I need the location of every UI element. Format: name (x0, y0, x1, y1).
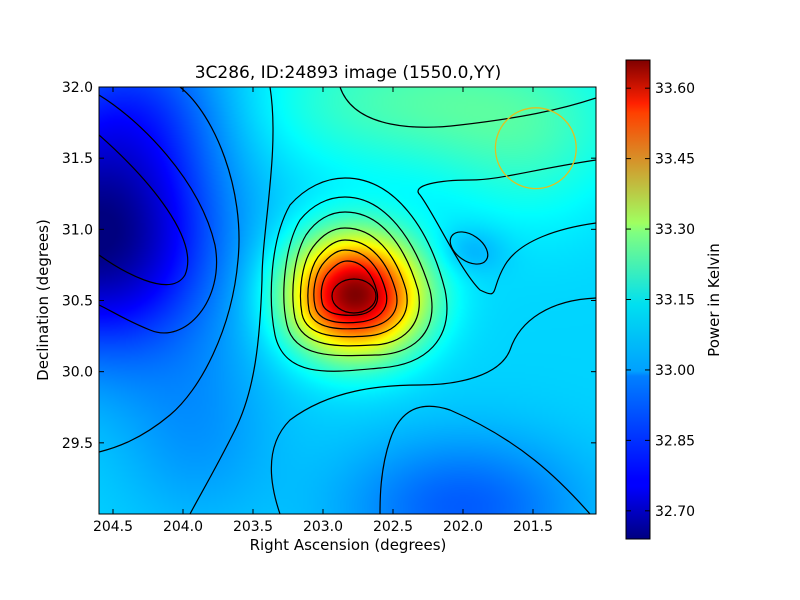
x-tick-label: 203.5 (233, 519, 273, 535)
contour-line (417, 159, 596, 295)
x-tick-label: 203.0 (303, 519, 343, 535)
contour-line (99, 134, 189, 286)
contour-line (270, 177, 448, 372)
contour-line (283, 196, 433, 357)
colorbar-tick-label: 32.70 (655, 504, 695, 520)
colorbar-tick-label: 33.00 (655, 363, 695, 379)
contour-line (379, 405, 591, 514)
contour-line (292, 211, 420, 347)
y-tick-label: 29.5 (62, 436, 93, 452)
heatmap-image (99, 87, 596, 514)
contour-line (270, 297, 596, 514)
y-tick-label: 31.0 (62, 222, 93, 238)
heatmap-plot (98, 86, 597, 515)
x-axis-label: Right Ascension (degrees) (250, 536, 447, 554)
colorbar-tick-label: 33.15 (655, 293, 695, 309)
contour-line (299, 227, 408, 338)
y-tick-label: 31.5 (62, 151, 93, 167)
y-tick-label: 30.0 (62, 365, 93, 381)
colorbar-tick-label: 33.30 (655, 222, 695, 238)
contour-line (307, 239, 398, 330)
contour-line (449, 231, 489, 265)
contour-line (320, 260, 379, 316)
chart-title: 3C286, ID:24893 image (1550.0,YY) (195, 63, 502, 83)
x-tick-label: 204.5 (93, 519, 133, 535)
colorbar-tick-label: 33.60 (655, 81, 695, 97)
x-tick-label: 204.0 (163, 519, 203, 535)
colorbar-label: Power in Kelvin (705, 243, 723, 357)
contour-line (331, 278, 377, 314)
beam-circle (494, 107, 577, 190)
colorbar-tick-label: 33.45 (655, 152, 695, 168)
contour-line (99, 87, 240, 453)
contour-line (313, 249, 388, 324)
colorbar: 32.70 32.85 33.00 33.15 33.30 33.45 33.60 Powe… (625, 59, 723, 540)
contour-line (99, 94, 218, 334)
y-axis-label: Declination (degrees) (34, 219, 52, 381)
x-tick-label: 202.5 (373, 519, 413, 535)
contour-lines (99, 87, 596, 514)
x-axis: 204.5 204.0 203.5 203.0 202.5 202.0 201.5 (93, 87, 553, 535)
x-tick-label: 202.0 (443, 519, 483, 535)
y-tick-label: 32.0 (62, 80, 93, 96)
colorbar-ticks: 32.70 32.85 33.00 33.15 33.30 33.45 33.60 (626, 81, 695, 520)
colorbar-tick-label: 32.85 (655, 433, 695, 449)
contour-line (189, 87, 274, 514)
y-axis: 29.5 30.0 30.5 31.0 31.5 32.0 (62, 80, 596, 452)
contour-line (339, 87, 596, 128)
x-tick-label: 201.5 (513, 519, 553, 535)
y-tick-label: 30.5 (62, 294, 93, 310)
